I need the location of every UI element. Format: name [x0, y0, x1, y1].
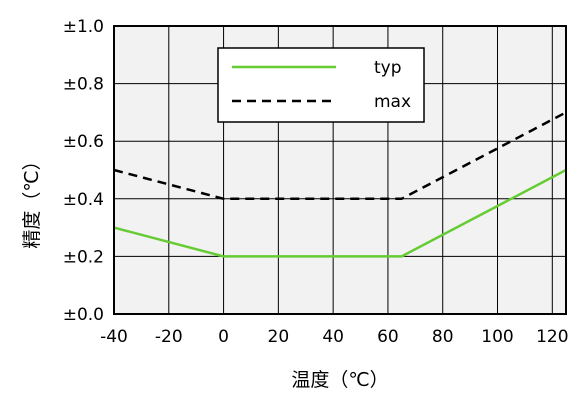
x-axis-label: 温度（℃） [291, 369, 388, 391]
series-line-typ [113, 168, 567, 258]
legend-box [217, 47, 425, 123]
x-tick-label: 120 [536, 327, 568, 347]
legend-label-typ: typ [374, 58, 402, 78]
legend-label-max: max [374, 92, 411, 112]
y-tick-label: ±1.0 [63, 17, 104, 37]
x-tick-label: -40 [100, 327, 128, 347]
x-tick-label: 20 [268, 327, 290, 347]
y-tick-label: ±0.4 [63, 190, 104, 210]
x-tick-label: 100 [481, 327, 513, 347]
y-tick-label: ±0.8 [63, 75, 104, 95]
series-layer [113, 111, 567, 258]
y-axis-label: 精度（℃） [21, 151, 43, 248]
x-tick-label: 60 [377, 327, 399, 347]
x-tick-label: 40 [322, 327, 344, 347]
y-tick-label: ±0.0 [63, 305, 104, 325]
y-tick-labels: ±0.0 ±0.2 ±0.4 ±0.6 ±0.8 ±1.0 [63, 17, 104, 325]
x-tick-labels: -40 -20 0 20 40 60 80 100 120 [100, 327, 568, 347]
x-tick-label: 0 [218, 327, 229, 347]
y-tick-label: ±0.6 [63, 132, 104, 152]
x-tick-label: 80 [432, 327, 454, 347]
series-line-max [113, 111, 567, 201]
plot-border [113, 25, 567, 315]
y-tick-label: ±0.2 [63, 247, 104, 267]
legend: typ max [217, 47, 425, 123]
x-tick-label: -20 [155, 327, 183, 347]
